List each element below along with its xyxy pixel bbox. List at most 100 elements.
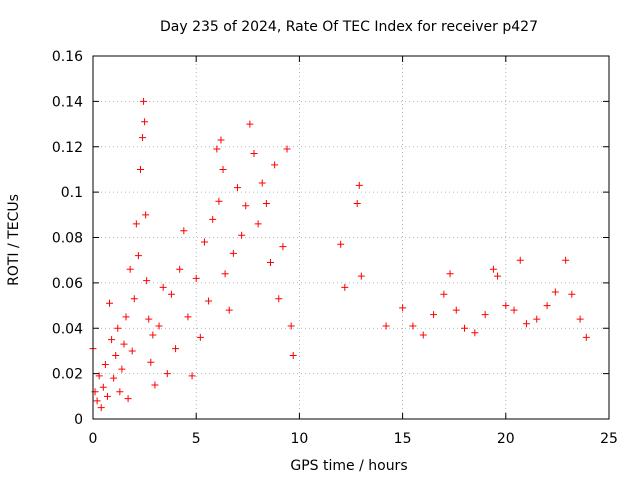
data-point-0-23 [136,165,144,173]
data-point-0-58 [250,150,258,158]
data-point-0-60 [258,179,266,187]
x-tick-label-5: 25 [600,431,618,447]
axis-ticks: 0 5 10 15 20 25 0 0.02 0.04 0.06 0.08 0.1 0.12 0.14 0.… [52,49,618,447]
data-point-0-96 [576,315,584,323]
y-tick-label-0: 0 [74,412,83,428]
data-point-0-81 [452,306,460,314]
data-point-0-36 [167,290,175,298]
chart-title: Day 235 of 2024, Rate Of TEC Index for r… [160,19,538,35]
y-tick-label-1: 0.02 [52,367,83,383]
data-point-0-66 [283,145,291,153]
y-tick-label-7: 0.14 [52,94,83,110]
data-point-0-45 [205,297,213,305]
data-point-0-40 [184,313,192,321]
data-point-0-39 [180,227,188,235]
data-point-0-92 [543,302,551,310]
data-point-0-82 [461,324,469,332]
data-point-0-17 [124,395,132,403]
data-point-0-48 [215,197,223,205]
data-point-0-31 [149,331,157,339]
data-point-0-78 [430,311,438,319]
data-point-0-5 [99,383,107,391]
data-point-0-72 [355,181,363,189]
data-point-0-71 [353,199,361,207]
data-point-0-91 [533,315,541,323]
data-point-0-93 [551,288,559,296]
data-point-0-97 [582,333,590,341]
data-point-0-12 [114,324,122,332]
data-point-0-2 [93,397,101,405]
y-tick-label-5: 0.1 [61,185,83,201]
data-point-0-52 [225,306,233,314]
data-point-0-4 [97,404,105,412]
data-point-0-83 [471,329,479,337]
data-point-0-16 [122,313,130,321]
y-tick-label-3: 0.06 [52,276,83,292]
x-tick-label-3: 15 [394,431,412,447]
data-point-0-47 [213,145,221,153]
data-point-0-68 [289,351,297,359]
data-point-0-49 [217,136,225,144]
data-point-0-18 [126,265,134,273]
data-point-0-3 [95,372,103,380]
x-axis-label: GPS time / hours [290,458,407,474]
data-point-0-26 [141,118,149,126]
data-point-0-88 [510,306,518,314]
data-point-0-90 [522,320,530,328]
x-tick-label-4: 20 [497,431,515,447]
data-point-0-10 [110,374,118,382]
data-point-0-57 [246,120,254,128]
data-point-0-80 [446,270,454,278]
data-point-0-25 [140,97,148,105]
data-point-0-69 [337,240,345,248]
data-point-0-20 [130,295,138,303]
data-point-0-65 [279,243,287,251]
grid-lines [93,56,609,419]
data-point-0-53 [229,249,237,257]
y-axis-label: ROTI / TECUs [6,194,22,286]
data-point-0-62 [267,258,275,266]
data-point-0-67 [287,322,295,330]
data-points [89,97,590,412]
data-point-0-59 [254,220,262,228]
y-tick-label-4: 0.08 [52,231,83,247]
data-point-0-44 [200,238,208,246]
data-point-0-21 [132,220,140,228]
x-tick-label-1: 5 [192,431,201,447]
data-point-0-89 [516,256,524,264]
data-point-0-56 [242,202,250,210]
data-point-0-55 [238,231,246,239]
data-point-0-19 [128,347,136,355]
data-point-0-32 [151,381,159,389]
data-point-0-11 [112,351,120,359]
data-point-0-75 [399,304,407,312]
data-point-0-43 [196,333,204,341]
data-point-0-63 [271,161,279,169]
data-point-0-61 [262,199,270,207]
data-point-0-73 [357,272,365,280]
data-point-0-95 [568,290,576,298]
data-point-0-64 [275,295,283,303]
data-point-0-86 [494,272,502,280]
data-point-0-37 [172,345,180,353]
data-point-0-46 [209,215,217,223]
x-tick-label-2: 10 [290,431,308,447]
data-point-0-13 [116,388,124,396]
data-point-0-38 [176,265,184,273]
data-point-0-33 [155,322,163,330]
data-point-0-24 [139,134,147,142]
data-point-0-76 [409,322,417,330]
data-point-0-9 [108,336,116,344]
data-point-0-50 [219,165,227,173]
data-point-0-54 [233,184,241,192]
data-point-0-85 [489,265,497,273]
data-point-0-34 [159,283,167,291]
data-point-0-28 [143,277,151,285]
data-point-0-70 [341,283,349,291]
data-point-0-42 [192,274,200,282]
data-point-0-15 [120,340,128,348]
data-point-0-51 [221,270,229,278]
data-point-0-94 [562,256,570,264]
